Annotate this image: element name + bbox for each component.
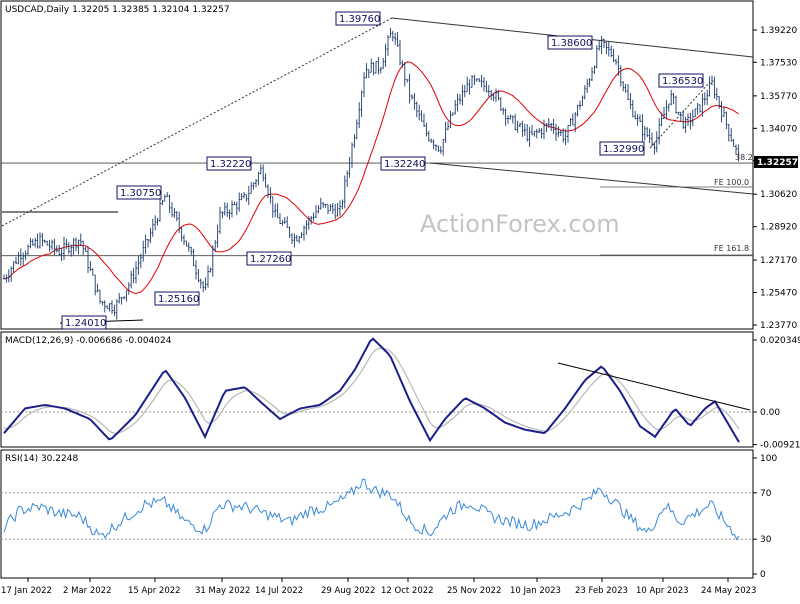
pivot-label: 1.30750 <box>116 185 162 200</box>
svg-text:1.39760: 1.39760 <box>339 14 380 25</box>
time-tick-label: 10 Apr 2023 <box>636 586 689 596</box>
grid-layer <box>1 162 753 540</box>
pivot-label: 1.24010 <box>61 315 107 330</box>
price-tick-label: 1.39220 <box>760 26 797 36</box>
price-tick-label: 1.25470 <box>760 289 797 299</box>
price-tick-label: 1.37530 <box>760 58 797 68</box>
macd-tick-label: 0.020349 <box>760 336 800 346</box>
svg-text:1.38600: 1.38600 <box>551 38 592 49</box>
price-tick-label: 1.23770 <box>760 321 797 331</box>
pivot-label: 1.32990 <box>599 141 645 156</box>
price-tick-label: 1.27170 <box>760 256 797 266</box>
fib-label-100: FE 100.0 <box>714 178 749 187</box>
pivot-label: 1.39760 <box>335 11 381 26</box>
rsi-header: RSI(14) 30.2248 <box>5 454 78 464</box>
macd-signal-line <box>3 347 740 434</box>
rsi-tick-label: 30 <box>760 535 772 545</box>
rsi-panel <box>0 449 754 579</box>
candles <box>3 27 740 320</box>
fib-label-161: FE 161.8 <box>714 244 749 253</box>
macd-tick-label: -0.009215 <box>760 441 800 451</box>
svg-text:1.24010: 1.24010 <box>65 318 106 329</box>
macd-divergence-line <box>557 362 751 411</box>
svg-text:1.27260: 1.27260 <box>250 254 291 265</box>
time-tick-label: 14 Jul 2022 <box>255 586 303 596</box>
time-tick-label: 17 Jan 2022 <box>1 586 52 596</box>
rsi-line <box>3 478 740 541</box>
price-tick-label: 1.34070 <box>760 124 797 134</box>
dotted-trendline <box>1 17 393 227</box>
svg-text:1.32220: 1.32220 <box>210 159 251 170</box>
time-tick-label: 29 Aug 2022 <box>321 586 375 596</box>
watermark: ActionForex.com <box>420 210 620 238</box>
time-tick-label: 15 Apr 2022 <box>128 586 181 596</box>
pivot-label: 1.25160 <box>154 291 200 306</box>
macd-line <box>3 337 740 443</box>
price-tick-label: 1.35770 <box>760 92 797 102</box>
pivot-labels: 1.39760 1.38600 1.36530 1.32990 1.32220 1.322… <box>61 11 704 330</box>
price-tick-label: 1.30620 <box>760 190 797 200</box>
dashed-pivot-line <box>649 81 711 149</box>
svg-text:1.32257: 1.32257 <box>757 158 798 168</box>
price-panel <box>0 0 754 330</box>
ma-line <box>3 61 739 294</box>
macd-lines <box>3 337 751 443</box>
svg-text:1.32240: 1.32240 <box>384 159 425 170</box>
macd-tick-label: 0.00 <box>760 408 780 418</box>
time-tick-label: 25 Nov 2022 <box>447 586 501 596</box>
lower-trendline <box>429 162 754 195</box>
rsi-line <box>3 478 740 541</box>
time-tick-label: 12 Oct 2022 <box>381 586 434 596</box>
rsi-tick-label: 70 <box>760 489 772 499</box>
rsi-tick-label: 100 <box>760 454 777 464</box>
pivot-label: 1.32220 <box>206 156 252 171</box>
last-price-tag: 1.32257 <box>754 156 798 168</box>
time-tick-label: 2 Mar 2022 <box>63 586 111 596</box>
svg-text:1.30750: 1.30750 <box>120 188 161 199</box>
pivot-label: 1.32240 <box>380 156 426 171</box>
fib-label-38: 38.2 <box>735 153 753 162</box>
time-tick-label: 23 Feb 2023 <box>575 586 628 596</box>
macd-panel <box>0 331 754 448</box>
pivot-label: 1.27260 <box>246 251 292 266</box>
pivot-label: 1.36530 <box>658 73 704 88</box>
axes: 1.392201.375301.357701.340701.323801.306… <box>1 26 800 596</box>
svg-text:1.32990: 1.32990 <box>603 144 644 155</box>
moving-average <box>3 61 739 294</box>
svg-text:1.25160: 1.25160 <box>158 294 199 305</box>
rsi-tick-label: 0 <box>760 570 766 580</box>
pivot-label: 1.38600 <box>547 35 593 50</box>
time-tick-label: 24 May 2023 <box>701 586 756 596</box>
time-tick-label: 10 Jan 2023 <box>510 586 561 596</box>
macd-header: MACD(12,26,9) -0.006686 -0.004024 <box>5 336 172 346</box>
price-header: USDCAD,Daily 1.32205 1.32385 1.32104 1.3… <box>5 5 230 15</box>
svg-text:1.36530: 1.36530 <box>662 76 703 87</box>
time-tick-label: 31 May 2022 <box>195 586 250 596</box>
price-tick-label: 1.28920 <box>760 223 797 233</box>
